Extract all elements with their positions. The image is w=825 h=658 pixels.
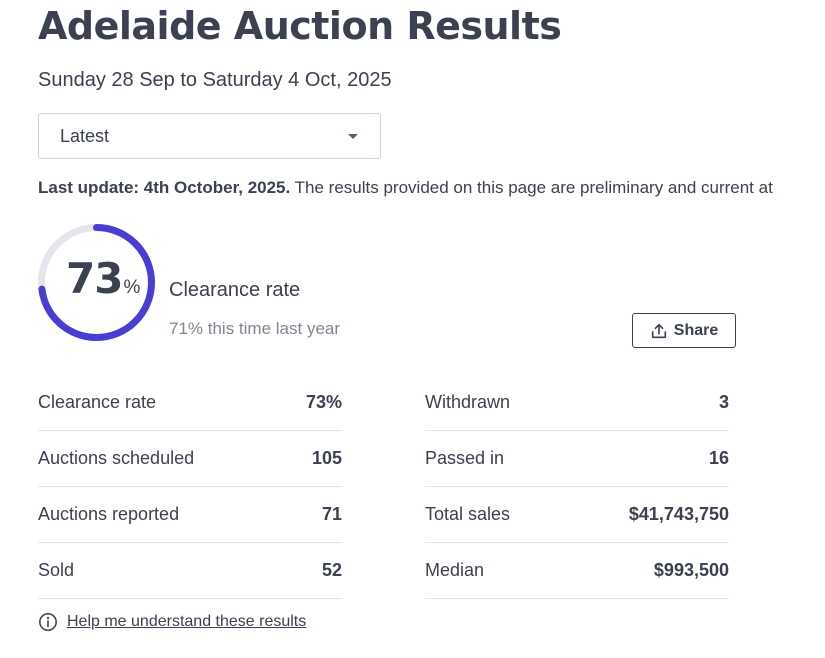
date-range: Sunday 28 Sep to Saturday 4 Oct, 2025 <box>38 69 392 91</box>
caret-down-icon <box>348 134 358 139</box>
stat-value: 3 <box>718 392 729 412</box>
stat-label: Median <box>425 560 485 580</box>
stat-row: Total sales $41,743,750 <box>425 487 729 543</box>
help-link[interactable]: Help me understand these results <box>67 613 307 630</box>
stats-table-right: Withdrawn 3 Passed in 16 Total sales $41,74… <box>425 375 729 599</box>
last-update-text: Last update: 4th October, 2025. <box>38 178 291 197</box>
stat-label: Withdrawn <box>425 392 511 412</box>
stats-table-left: Clearance rate 73% Auctions scheduled 105 … <box>38 375 342 599</box>
share-label: Share <box>673 321 719 339</box>
clearance-rate-percent: % <box>123 277 141 298</box>
stat-row: Withdrawn 3 <box>425 375 729 431</box>
share-button[interactable]: Share <box>632 313 736 348</box>
stat-row: Sold 52 <box>38 543 342 599</box>
period-select[interactable]: Latest <box>38 113 381 159</box>
update-notice: Last update: 4th October, 2025. The resu… <box>38 178 825 198</box>
stat-label: Auctions scheduled <box>38 448 195 468</box>
stat-label: Clearance rate <box>38 392 157 412</box>
clearance-rate-label: Clearance rate <box>169 279 301 301</box>
info-icon <box>39 613 57 631</box>
notice-text: The results provided on this page are pr… <box>290 178 773 197</box>
ring-progress-arc <box>38 224 155 341</box>
share-icon <box>651 323 666 338</box>
clearance-rate-number: 73 <box>66 254 123 303</box>
stat-value: 73% <box>305 392 342 412</box>
stat-label: Sold <box>38 560 75 580</box>
clearance-rate-ring <box>38 224 155 341</box>
stat-value: 71 <box>321 504 342 524</box>
stat-row: Median $993,500 <box>425 543 729 599</box>
help-section: Help me understand these results <box>38 612 306 632</box>
stat-label: Passed in <box>425 448 505 468</box>
stat-row: Auctions reported 71 <box>38 487 342 543</box>
stat-label: Auctions reported <box>38 504 180 524</box>
stat-row: Passed in 16 <box>425 431 729 487</box>
stat-value: $41,743,750 <box>628 504 729 524</box>
stat-row: Auctions scheduled 105 <box>38 431 342 487</box>
stat-value: 105 <box>311 448 342 468</box>
stat-value: $993,500 <box>653 560 729 580</box>
clearance-rate-value: 73% <box>66 254 140 303</box>
stat-value: 16 <box>708 448 729 468</box>
period-select-value: Latest <box>60 125 110 146</box>
page-title: Adelaide Auction Results <box>38 4 562 48</box>
stat-value: 52 <box>321 560 342 580</box>
stat-label: Total sales <box>425 504 511 524</box>
stat-row: Clearance rate 73% <box>38 375 342 431</box>
last-year-comparison: 71% this time last year <box>169 319 341 338</box>
